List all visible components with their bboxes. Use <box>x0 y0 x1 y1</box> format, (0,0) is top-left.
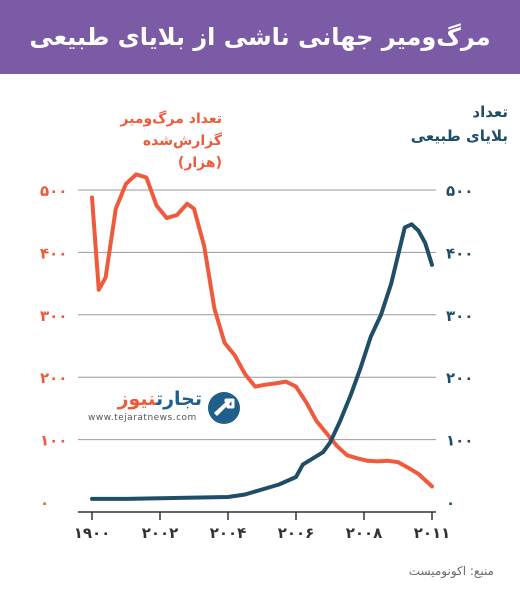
left-y-tick-label: ۱۰۰ <box>40 432 67 450</box>
right-y-tick-label: ۴۰۰ <box>446 244 473 262</box>
left-axis-title-line2: (هزار) <box>177 155 222 171</box>
left-y-tick-label: ۰ <box>40 494 49 512</box>
right-axis-title-line1: تعداد <box>472 103 508 121</box>
left-y-tick-label: ۳۰۰ <box>40 307 67 325</box>
series-lines <box>90 172 434 501</box>
right-y-tick-label: ۱۰۰ <box>446 432 473 450</box>
logo-name: تجارتنیوز <box>118 388 202 410</box>
right-axis-title: تعداد بلایای طبیعی <box>368 100 508 148</box>
logo-name-accent: نیوز <box>117 388 156 410</box>
deaths-series-line <box>90 172 434 489</box>
right-y-tick-label: ۰ <box>446 494 455 512</box>
arrow-logo-icon <box>208 392 240 424</box>
right-y-tick-label: ۳۰۰ <box>446 307 473 325</box>
x-tick-label: ۲۰۰۲ <box>142 524 179 542</box>
left-axis-title-line1: تعداد مرگ‌ومیر گزارش‌شده <box>120 111 222 149</box>
x-tick-label: ۱۹۰۰ <box>74 524 111 542</box>
page-title: مرگ‌ومیر جهانی ناشی از بلایای طبیعی <box>29 23 491 51</box>
logo-name-main: تجارت <box>155 388 202 410</box>
left-y-tick-label: ۵۰۰ <box>40 182 67 200</box>
source-note: منبع: اکونومیست <box>408 564 494 578</box>
x-tick-label: ۲۰۰۶ <box>278 524 315 542</box>
x-tick-label: ۲۰۰۸ <box>346 524 383 542</box>
axes: ۰ ۰ ۱۰۰ ۱۰۰ ۲۰۰ ۲۰۰ ۳۰۰ ۳۰۰ ۴۰۰ ۴۰۰ ۵۰۰ ۵۰۰ ۱۹۰۰ ۲۰۰۲… <box>40 182 473 542</box>
left-y-tick-label: ۴۰۰ <box>40 244 67 262</box>
right-axis-title-line2: بلایای طبیعی <box>410 127 508 145</box>
right-y-tick-label: ۵۰۰ <box>446 182 473 200</box>
left-axis-title: تعداد مرگ‌ومیر گزارش‌شده (هزار) <box>42 108 222 174</box>
disasters-series-line <box>90 222 434 501</box>
x-tick-label: ۲۰۱۱ <box>414 524 451 542</box>
gridlines <box>78 189 436 441</box>
brand-logo: تجارتنیوز www.tejaratnews.com <box>86 386 246 430</box>
x-tick-label: ۲۰۰۴ <box>210 524 247 542</box>
header-bar: مرگ‌ومیر جهانی ناشی از بلایای طبیعی <box>0 0 520 74</box>
right-y-tick-label: ۲۰۰ <box>446 369 473 387</box>
logo-url: www.tejaratnews.com <box>88 413 197 423</box>
left-y-tick-label: ۲۰۰ <box>40 369 67 387</box>
